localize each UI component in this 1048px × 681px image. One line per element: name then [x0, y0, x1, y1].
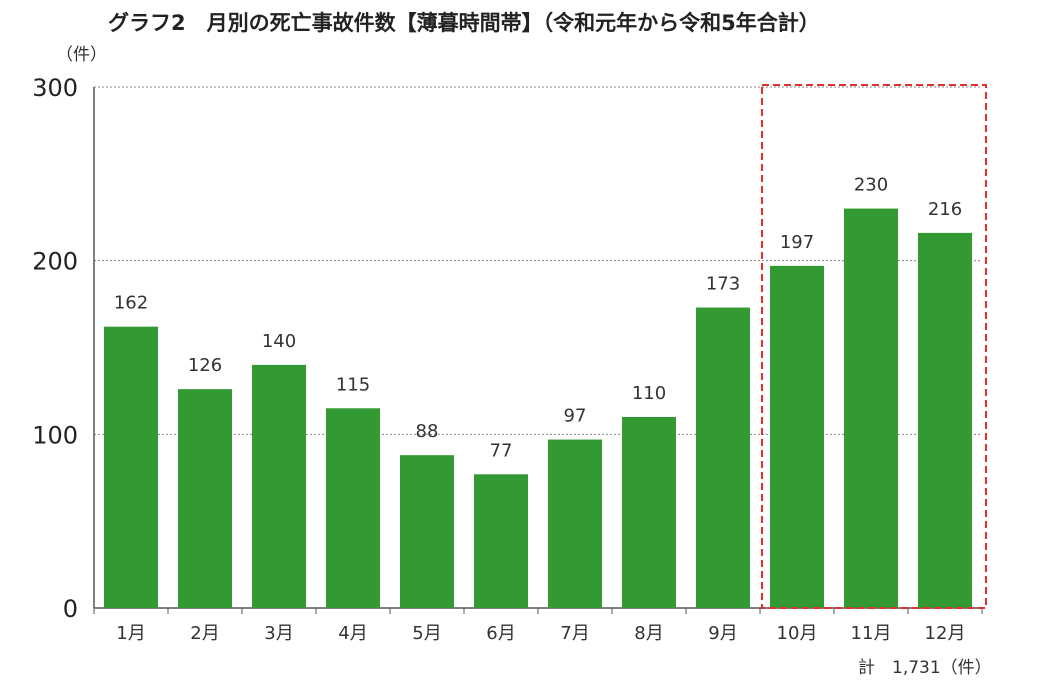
bar-2月: [178, 389, 232, 608]
x-tick-label: 1月: [116, 623, 145, 644]
data-label: 115: [336, 374, 370, 395]
x-tick-label: 6月: [486, 623, 515, 644]
data-label: 162: [114, 293, 148, 314]
total-note: 計 1,731（件）: [858, 658, 992, 678]
bar-1月: [104, 326, 158, 608]
data-label: 97: [564, 406, 587, 427]
y-axis-unit: （件）: [56, 45, 107, 65]
y-tick-label: 200: [32, 248, 78, 276]
x-tick-label: 7月: [560, 623, 589, 644]
x-tick-label: 2月: [190, 623, 219, 644]
bar-11月: [844, 208, 898, 609]
y-tick-label: 100: [32, 421, 78, 449]
bar-9月: [696, 307, 750, 608]
chart-title: グラフ2 月別の死亡事故件数【薄暮時間帯】（令和元年から令和5年合計）: [108, 11, 820, 35]
x-tick-label: 3月: [264, 623, 293, 644]
bar-12月: [918, 232, 972, 608]
x-tick-label: 4月: [338, 623, 367, 644]
bar-4月: [326, 408, 380, 608]
bar-10月: [770, 265, 824, 608]
data-label: 88: [416, 421, 439, 442]
x-tick-label: 11月: [851, 623, 892, 644]
y-tick-label: 0: [63, 595, 78, 623]
data-label: 140: [262, 331, 296, 352]
data-label: 230: [854, 175, 888, 196]
data-label: 173: [706, 274, 740, 295]
bar-6月: [474, 474, 528, 608]
data-label: 197: [780, 232, 814, 253]
y-tick-label: 300: [32, 74, 78, 102]
data-label: 216: [928, 199, 962, 220]
x-tick-label: 5月: [412, 623, 441, 644]
data-label: 126: [188, 355, 222, 376]
bar-5月: [400, 455, 454, 608]
x-tick-label: 8月: [634, 623, 663, 644]
x-tick-label: 12月: [925, 623, 966, 644]
x-tick-label: 9月: [708, 623, 737, 644]
data-label: 77: [490, 440, 513, 461]
x-tick-label: 10月: [777, 623, 818, 644]
highlight-box: [761, 84, 987, 609]
bar-3月: [252, 364, 306, 608]
bar-7月: [548, 439, 602, 608]
data-label: 110: [632, 383, 666, 404]
bar-8月: [622, 416, 676, 608]
